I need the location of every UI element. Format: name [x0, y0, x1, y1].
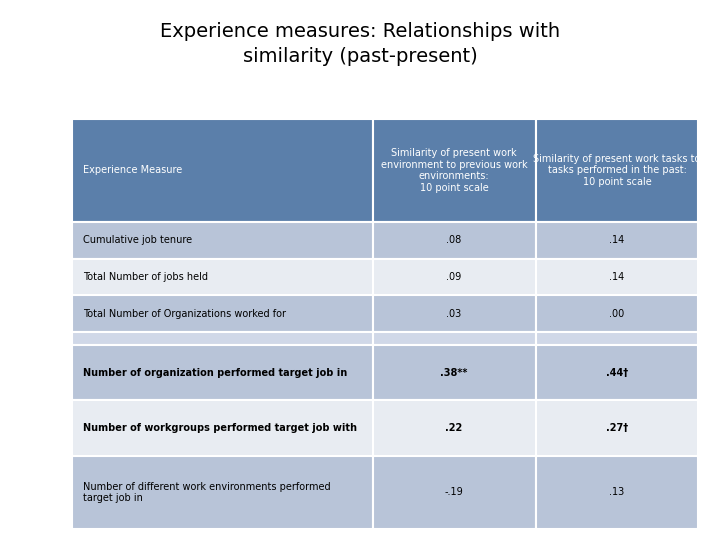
- Text: .22: .22: [446, 423, 463, 433]
- Text: -.19: -.19: [445, 488, 464, 497]
- Text: Number of organization performed target job in: Number of organization performed target …: [83, 368, 347, 378]
- Text: Experience Measure: Experience Measure: [83, 165, 182, 176]
- Text: Number of workgroups performed target job with: Number of workgroups performed target jo…: [83, 423, 357, 433]
- Text: Similarity of present work tasks to
tasks performed in the past:
10 point scale: Similarity of present work tasks to task…: [534, 154, 701, 187]
- Text: Total Number of Organizations worked for: Total Number of Organizations worked for: [83, 309, 286, 319]
- Text: .14: .14: [609, 235, 624, 245]
- Text: .13: .13: [609, 488, 624, 497]
- Text: Similarity of present work
environment to previous work
environments:
10 point s: Similarity of present work environment t…: [381, 148, 528, 193]
- Text: .38**: .38**: [441, 368, 468, 378]
- Text: .27†: .27†: [606, 423, 628, 433]
- Text: .09: .09: [446, 272, 462, 282]
- Text: Cumulative job tenure: Cumulative job tenure: [83, 235, 192, 245]
- Text: .08: .08: [446, 235, 462, 245]
- Text: Experience measures: Relationships with
similarity (past-present): Experience measures: Relationships with …: [160, 22, 560, 65]
- Text: Total Number of jobs held: Total Number of jobs held: [83, 272, 208, 282]
- Text: .03: .03: [446, 309, 462, 319]
- Text: Number of different work environments performed
target job in: Number of different work environments pe…: [83, 482, 330, 503]
- Text: .00: .00: [609, 309, 624, 319]
- Text: .44†: .44†: [606, 368, 628, 378]
- Text: .14: .14: [609, 272, 624, 282]
